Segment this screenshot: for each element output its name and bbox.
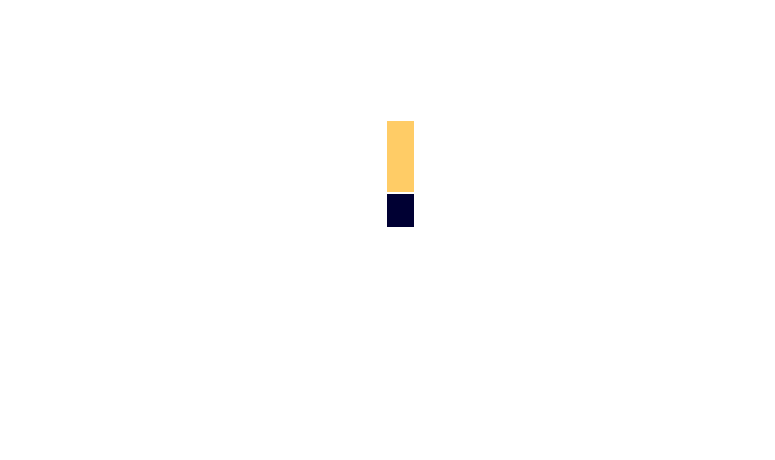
bar-segment-2 [387,121,414,192]
bar-segment-1 [387,193,414,227]
